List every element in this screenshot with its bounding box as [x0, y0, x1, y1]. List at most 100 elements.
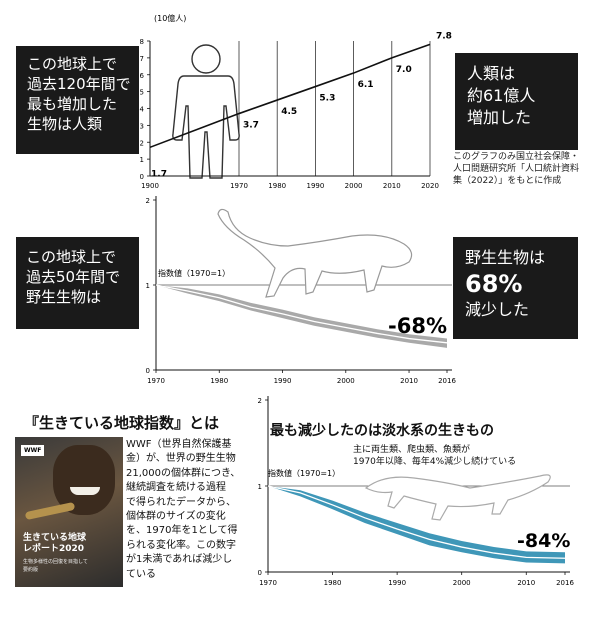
- y-tick-label: 1: [146, 282, 150, 290]
- human-statement-line: 生物は人類: [27, 115, 103, 133]
- freshwater-subtitle-line: 1970年以降、毎年4%減少し続けている: [353, 457, 517, 467]
- human-result-line: 人類は: [467, 64, 516, 83]
- y-tick-label: 1: [258, 483, 262, 491]
- report-cover: WWF 生きている地球 レポート2020 生物多様性の回復を目指して 要約版: [15, 437, 123, 587]
- x-tick-label: 2000: [453, 579, 471, 587]
- y-unit-label: (10億人): [154, 13, 186, 23]
- x-tick-label: 1970: [147, 377, 165, 385]
- y-tick-label: 0: [146, 367, 150, 375]
- y-tick-label: 4: [140, 106, 145, 114]
- data-label: 1.7: [151, 169, 167, 179]
- lpi-line: 21,000の個体群につき、: [126, 467, 241, 479]
- wildlife-result-line: 減少した: [465, 300, 530, 319]
- chart-human: (10億人) 0 1 2 3 4 5 6 7 8 1900 1970 1980 1990 2000 2010…: [140, 13, 452, 190]
- x-tick-label: 1990: [274, 377, 292, 385]
- y-tick-label: 3: [140, 122, 144, 130]
- source-line: 集（2022）」をもとに作成: [453, 176, 562, 186]
- freshwater-title: 最も減少したのは淡水系の生きもの: [270, 423, 494, 439]
- mammal-silhouette-icon: [217, 208, 413, 298]
- x-tick-label: 1990: [388, 579, 406, 587]
- y-tick-label: 0: [140, 173, 144, 181]
- lpi-line: 個体群のサイズの変化: [126, 511, 226, 523]
- x-tick-label: 1980: [324, 579, 342, 587]
- human-statement-line: 過去120年間で: [27, 75, 131, 93]
- y-tick-label: 2: [140, 139, 144, 147]
- index-line: [155, 284, 448, 344]
- cover-subtitle-line: 生物多様性の回復を目指して: [23, 559, 88, 565]
- y-tick-label: 2: [146, 197, 150, 205]
- x-tick-label: 1980: [268, 182, 286, 190]
- x-tick-label: 1970: [230, 182, 248, 190]
- x-tick-label: 2010: [383, 182, 401, 190]
- source-line: このグラフのみ国立社会保障・: [453, 152, 580, 162]
- index-line: [267, 485, 566, 559]
- lpi-line: が1未満であれば減少し: [126, 554, 233, 566]
- wildlife-result-line: 68%: [465, 270, 523, 298]
- lpi-heading: 『生きている地球指数』とは: [24, 414, 220, 432]
- x-tick-label: 1980: [210, 377, 228, 385]
- x-tick-label: 2016: [438, 377, 456, 385]
- cover-title-line: レポート2020: [23, 544, 85, 554]
- source-note: このグラフのみ国立社会保障・ 人口問題研究所「人口統計資料 集（2022）」をも…: [453, 151, 579, 187]
- cover-title: 生きている地球 レポート2020: [23, 533, 86, 555]
- y-tick-label: 7: [140, 55, 144, 63]
- data-label: 3.7: [243, 121, 259, 131]
- lpi-line: WWF（世界自然保護基: [126, 439, 232, 450]
- y-tick-label: 2: [258, 397, 262, 405]
- person-icon: [172, 44, 240, 179]
- change-label: -84%: [517, 530, 570, 552]
- human-result-line: 増加した: [467, 108, 532, 127]
- y-tick-label: 5: [140, 89, 144, 97]
- wildlife-result-box: 野生生物は 68% 減少した: [453, 237, 578, 339]
- lpi-line: を、1970年を1として得: [126, 525, 238, 537]
- data-label: 7.8: [436, 31, 452, 41]
- cover-subtitle-line: 要約版: [23, 567, 39, 573]
- freshwater-subtitle: 主に両生類、爬虫類、魚類が 1970年以降、毎年4%減少し続けている: [353, 444, 516, 468]
- lpi-line: ている: [126, 568, 156, 580]
- x-tick-label: 1900: [141, 182, 159, 190]
- human-statement-line: この地球上で: [27, 55, 118, 73]
- y-tick-label: 0: [258, 569, 262, 577]
- data-label: 4.5: [281, 107, 297, 117]
- lpi-line: 金）が、世界の野生生物: [126, 453, 236, 465]
- lpi-description: WWF（世界自然保護基 金）が、世界の野生生物 21,000の個体群につき、 継…: [126, 438, 240, 582]
- lpi-line: 継続調査を続ける過程: [126, 482, 226, 494]
- x-tick-label: 2010: [517, 579, 535, 587]
- x-tick-label: 2000: [345, 182, 363, 190]
- wildlife-statement-line: 野生生物は: [26, 288, 102, 306]
- human-result-line: 約61億人: [467, 86, 536, 105]
- x-tick-label: 2000: [337, 377, 355, 385]
- cover-subtitle: 生物多様性の回復を目指して 要約版: [23, 558, 88, 574]
- population-line: [149, 43, 431, 149]
- data-label: 6.1: [358, 80, 374, 90]
- x-tick-label: 2020: [421, 182, 439, 190]
- human-statement-box: この地球上で 過去120年間で 最も増加した 生物は人類: [16, 46, 139, 154]
- data-label: 5.3: [319, 94, 335, 104]
- y-tick-label: 8: [140, 38, 144, 46]
- wwf-logo: WWF: [21, 445, 45, 456]
- wildlife-statement-line: 過去50年間で: [26, 268, 121, 286]
- y-tick-label: 6: [140, 72, 145, 80]
- reptile-silhouette-icon: [364, 474, 551, 521]
- human-result-box: 人類は 約61億人 増加した: [455, 53, 578, 150]
- index-label: 指数値（1970=1）: [268, 468, 340, 478]
- change-label: -68%: [388, 314, 447, 338]
- source-line: 人口問題研究所「人口統計資料: [453, 164, 580, 174]
- cover-smile-shape: [70, 487, 100, 495]
- x-tick-label: 1970: [259, 579, 277, 587]
- human-statement-line: 最も増加した: [27, 95, 118, 113]
- x-tick-label: 1990: [306, 182, 324, 190]
- wildlife-result-line: 野生生物は: [465, 248, 546, 267]
- lpi-line: られる変化率。この数字: [126, 539, 236, 551]
- wildlife-statement-box: この地球上で 過去50年間で 野生生物は: [16, 237, 139, 329]
- lpi-line: で得られたデータから、: [126, 496, 236, 508]
- x-tick-label: 2010: [400, 377, 418, 385]
- data-label: 7.0: [396, 65, 412, 75]
- y-tick-label: 1: [140, 156, 144, 164]
- x-tick-label: 2016: [556, 579, 574, 587]
- cover-title-line: 生きている地球: [23, 533, 87, 543]
- index-label: 指数値（1970=1）: [158, 268, 230, 278]
